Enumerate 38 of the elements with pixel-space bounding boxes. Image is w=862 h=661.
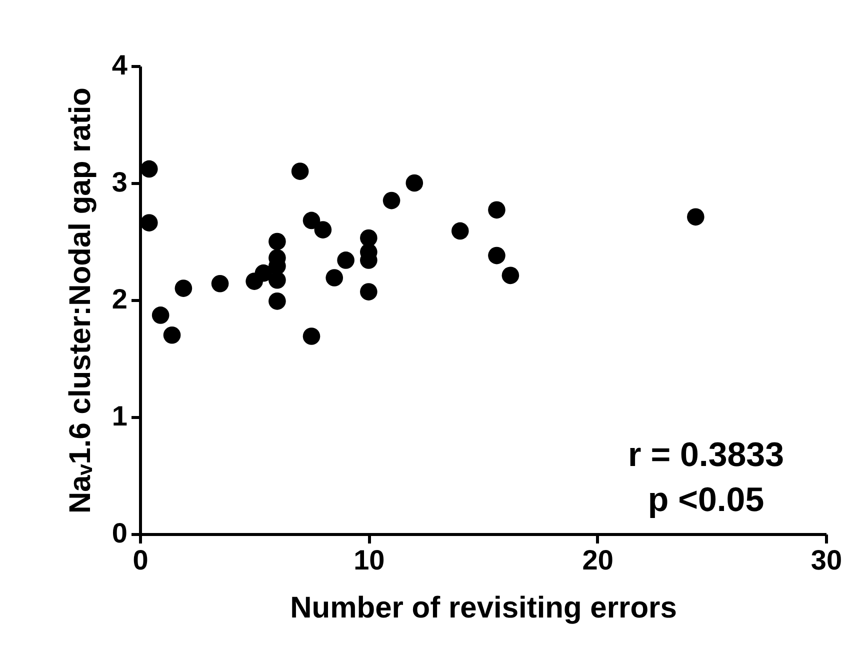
x-tick-label: 20 <box>582 544 614 576</box>
point <box>140 160 158 178</box>
y-tick-label: 1 <box>112 400 128 432</box>
point <box>268 292 286 310</box>
x-tick-label: 30 <box>810 544 842 576</box>
point <box>140 214 158 232</box>
point <box>268 271 286 289</box>
point <box>337 252 354 269</box>
annotation: p <0.05 <box>648 481 764 519</box>
point <box>326 269 344 286</box>
point <box>163 326 181 344</box>
point <box>302 328 320 345</box>
point <box>268 232 286 250</box>
point <box>488 246 506 264</box>
y-tick-label: 2 <box>112 284 128 314</box>
point <box>302 212 320 230</box>
y-axis-title: Naᵥ1.6 cluster:Nodal gap ratio <box>64 87 97 514</box>
point <box>254 264 272 282</box>
point <box>211 274 229 292</box>
point <box>687 208 704 226</box>
annotation: r = 0.3833 <box>628 436 784 474</box>
point <box>291 162 309 180</box>
point <box>360 283 378 300</box>
point <box>502 266 520 284</box>
point <box>488 201 506 219</box>
x-tick-label: 10 <box>354 544 385 576</box>
point <box>406 174 424 192</box>
y-tick-label: 4 <box>112 50 128 80</box>
y-tick-label: 0 <box>112 518 128 548</box>
x-tick-label: 0 <box>132 544 148 576</box>
point <box>314 221 332 238</box>
y-tick-label: 3 <box>112 166 128 198</box>
x-axis-title: Number of revisiting errors <box>290 592 677 624</box>
point <box>382 192 400 210</box>
point <box>360 229 378 247</box>
point <box>451 222 469 240</box>
point <box>152 306 170 324</box>
point <box>174 280 192 297</box>
